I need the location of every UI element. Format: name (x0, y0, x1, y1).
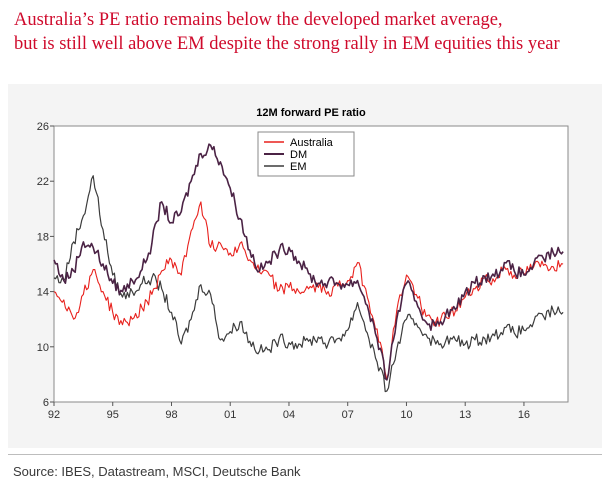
x-tick-label: 16 (518, 409, 530, 421)
y-tick-label: 14 (37, 287, 49, 299)
series-line-dm (53, 143, 564, 381)
y-tick-label: 26 (37, 121, 49, 133)
series-line-australia (53, 201, 564, 381)
y-tick-label: 10 (37, 342, 49, 354)
chart-title: 12M forward PE ratio (256, 107, 366, 119)
x-tick-label: 13 (459, 409, 471, 421)
source-divider (8, 454, 602, 455)
y-tick-label: 18 (37, 231, 49, 243)
y-tick-label: 22 (37, 176, 49, 188)
x-tick-label: 04 (283, 409, 295, 421)
headline: Australia’s PE ratio remains below the d… (14, 8, 599, 56)
x-tick-label: 92 (48, 409, 60, 421)
x-tick-label: 07 (342, 409, 354, 421)
x-tick-label: 98 (165, 409, 177, 421)
source-note: Source: IBES, Datastream, MSCI, Deutsche… (13, 464, 301, 479)
legend-label-em: EM (290, 161, 307, 173)
x-tick-label: 01 (224, 409, 236, 421)
series-line-em (53, 175, 564, 393)
chart-panel: 12M forward PE ratio 6 10 14 18 22 26 92 95 98 01 0… (8, 84, 602, 448)
x-tick-label: 10 (400, 409, 412, 421)
pe-ratio-chart: 12M forward PE ratio 6 10 14 18 22 26 92 95 98 01 0… (37, 107, 569, 421)
headline-line-2: but is still well above EM despite the s… (14, 34, 560, 54)
y-tick-label: 6 (43, 397, 49, 409)
legend-label-australia: Australia (290, 137, 334, 149)
headline-line-1: Australia’s PE ratio remains below the d… (14, 10, 503, 30)
legend-label-dm: DM (290, 149, 307, 161)
x-tick-label: 95 (107, 409, 119, 421)
